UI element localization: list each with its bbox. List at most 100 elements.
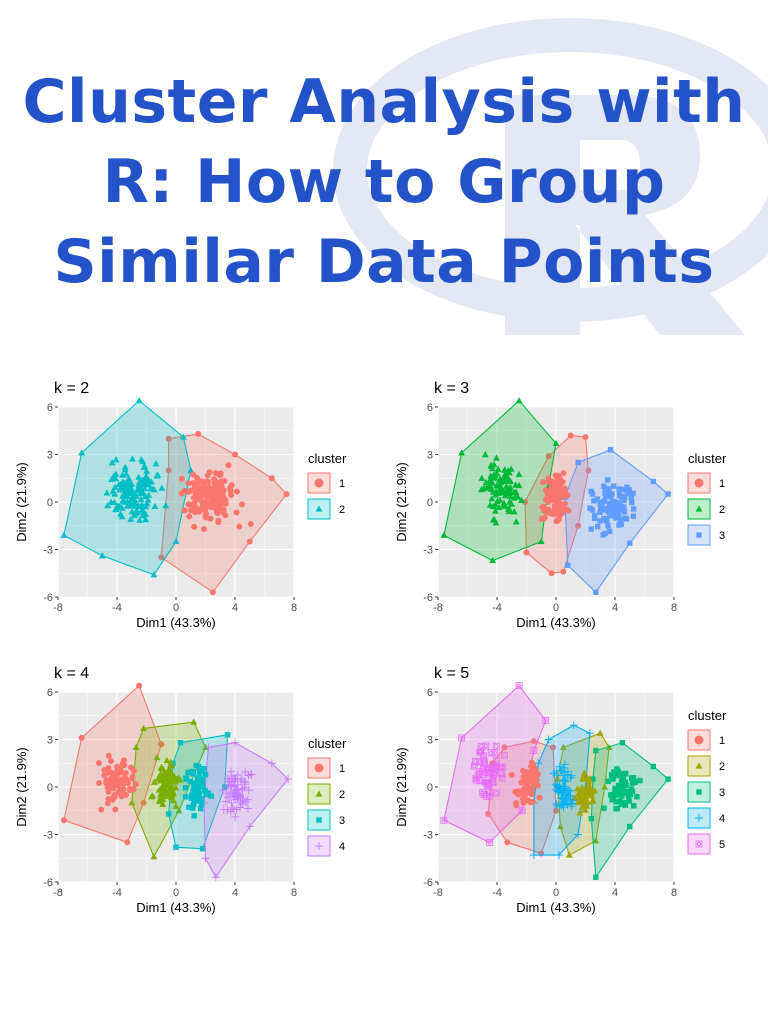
data-point xyxy=(202,743,209,751)
chart-title: k = 2 xyxy=(54,380,89,397)
data-point xyxy=(621,497,627,503)
data-point xyxy=(560,568,567,575)
data-point xyxy=(629,780,636,786)
x-tick-label: -4 xyxy=(112,887,122,899)
data-point xyxy=(567,771,576,780)
data-point xyxy=(175,807,183,814)
data-point xyxy=(491,507,499,514)
data-point xyxy=(560,760,569,769)
data-point xyxy=(140,463,148,470)
data-point xyxy=(172,775,180,782)
data-point xyxy=(492,742,500,750)
data-point xyxy=(154,775,162,782)
data-point xyxy=(236,803,245,812)
r-logo-watermark xyxy=(333,18,768,335)
x-tick-label: -4 xyxy=(112,602,122,614)
data-point xyxy=(186,513,193,520)
data-point xyxy=(143,500,151,507)
legend: cluster 1 2 3 xyxy=(687,451,727,546)
y-tick-label: 3 xyxy=(47,450,53,462)
data-point xyxy=(696,789,702,795)
data-point xyxy=(107,757,114,764)
data-point xyxy=(190,787,196,794)
data-point xyxy=(613,799,619,805)
data-point xyxy=(602,490,608,496)
data-point xyxy=(588,526,594,532)
data-point xyxy=(503,489,511,496)
data-point xyxy=(126,787,133,794)
data-point xyxy=(628,495,634,501)
data-point xyxy=(225,462,232,469)
data-point xyxy=(580,791,588,799)
data-point xyxy=(225,777,234,786)
data-point xyxy=(198,800,205,807)
data-point xyxy=(230,788,239,797)
data-point xyxy=(486,793,493,801)
data-point xyxy=(214,510,221,517)
data-point xyxy=(230,776,239,785)
data-point xyxy=(211,873,220,882)
data-point xyxy=(95,759,102,766)
legend-label: 2 xyxy=(339,789,345,801)
chart-panel-k2: k = 2 -8 -4 0 4 8 6 3 0 -3 -6 Dim1 (43.3%) Dim2 (21.… xyxy=(12,375,372,645)
data-point xyxy=(191,523,198,530)
data-point xyxy=(236,798,245,807)
data-point xyxy=(179,433,187,440)
legend-label: 3 xyxy=(339,815,345,827)
data-point xyxy=(132,743,140,751)
x-tick-label: 8 xyxy=(671,887,677,899)
title-line: Cluster Analysis with xyxy=(22,67,746,137)
data-point xyxy=(567,802,576,811)
data-point xyxy=(589,796,597,804)
data-point xyxy=(602,530,608,537)
data-point xyxy=(190,471,197,478)
data-point xyxy=(150,571,158,578)
data-point xyxy=(614,805,621,812)
data-point xyxy=(108,459,116,466)
data-point xyxy=(578,803,586,810)
data-point xyxy=(196,783,203,789)
data-point xyxy=(545,475,552,482)
data-point xyxy=(574,785,581,792)
legend-label: 1 xyxy=(339,478,345,490)
data-point xyxy=(233,771,242,780)
data-point xyxy=(440,816,448,824)
data-point xyxy=(142,503,150,510)
data-point xyxy=(129,775,136,782)
data-point xyxy=(545,453,552,460)
data-point xyxy=(478,474,486,481)
data-point xyxy=(565,562,571,569)
data-point xyxy=(165,435,172,442)
data-point xyxy=(563,770,572,779)
data-point xyxy=(609,796,615,803)
data-point xyxy=(247,521,254,528)
data-point xyxy=(489,502,497,510)
data-point xyxy=(237,784,246,793)
data-point xyxy=(552,767,561,776)
data-point xyxy=(238,796,247,805)
data-point xyxy=(173,844,179,850)
data-point xyxy=(153,472,161,479)
data-point xyxy=(491,749,499,757)
data-point xyxy=(283,491,290,498)
data-point xyxy=(228,482,235,489)
legend-label: 4 xyxy=(719,813,725,825)
data-point xyxy=(138,512,146,519)
x-tick-label: 4 xyxy=(232,887,238,899)
data-point xyxy=(228,491,235,498)
data-point xyxy=(238,501,245,508)
data-point xyxy=(493,454,500,461)
y-tick-label: -3 xyxy=(43,830,53,842)
data-point xyxy=(510,488,518,495)
data-point xyxy=(208,793,214,799)
legend-label: 2 xyxy=(339,504,345,516)
data-point xyxy=(543,508,550,515)
data-point xyxy=(183,776,190,782)
data-point xyxy=(590,786,598,794)
data-point xyxy=(585,729,594,738)
data-point xyxy=(626,798,632,804)
data-point xyxy=(144,496,152,503)
data-point xyxy=(132,781,139,788)
y-axis-label: Dim2 (21.9%) xyxy=(394,747,409,826)
data-point xyxy=(121,762,128,769)
